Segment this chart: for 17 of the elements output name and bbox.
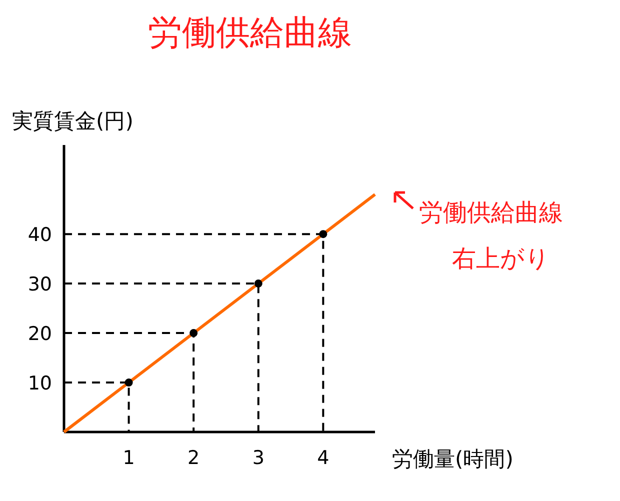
y-tick-label: 40 [28, 224, 52, 246]
x-tick-label: 1 [122, 447, 135, 469]
annotation: 労働供給曲線 [419, 198, 563, 226]
y-axis-title: 実質賃金(円) [12, 109, 134, 133]
point [124, 378, 133, 387]
y-tick-label: 20 [28, 323, 52, 346]
point [319, 230, 328, 238]
text: 右上がり [452, 244, 550, 272]
point [254, 280, 262, 288]
x-tick-label: 4 [317, 447, 330, 469]
y-tick-label: 30 [28, 274, 52, 296]
x-tick-label: 2 [188, 447, 200, 469]
chart-title: 労働供給曲線 [148, 13, 352, 53]
x-tick-label: 3 [252, 447, 264, 469]
y-tick-label: 10 [28, 372, 52, 395]
x-axis-title: 労働量(時間) [392, 447, 514, 471]
point [190, 329, 198, 338]
